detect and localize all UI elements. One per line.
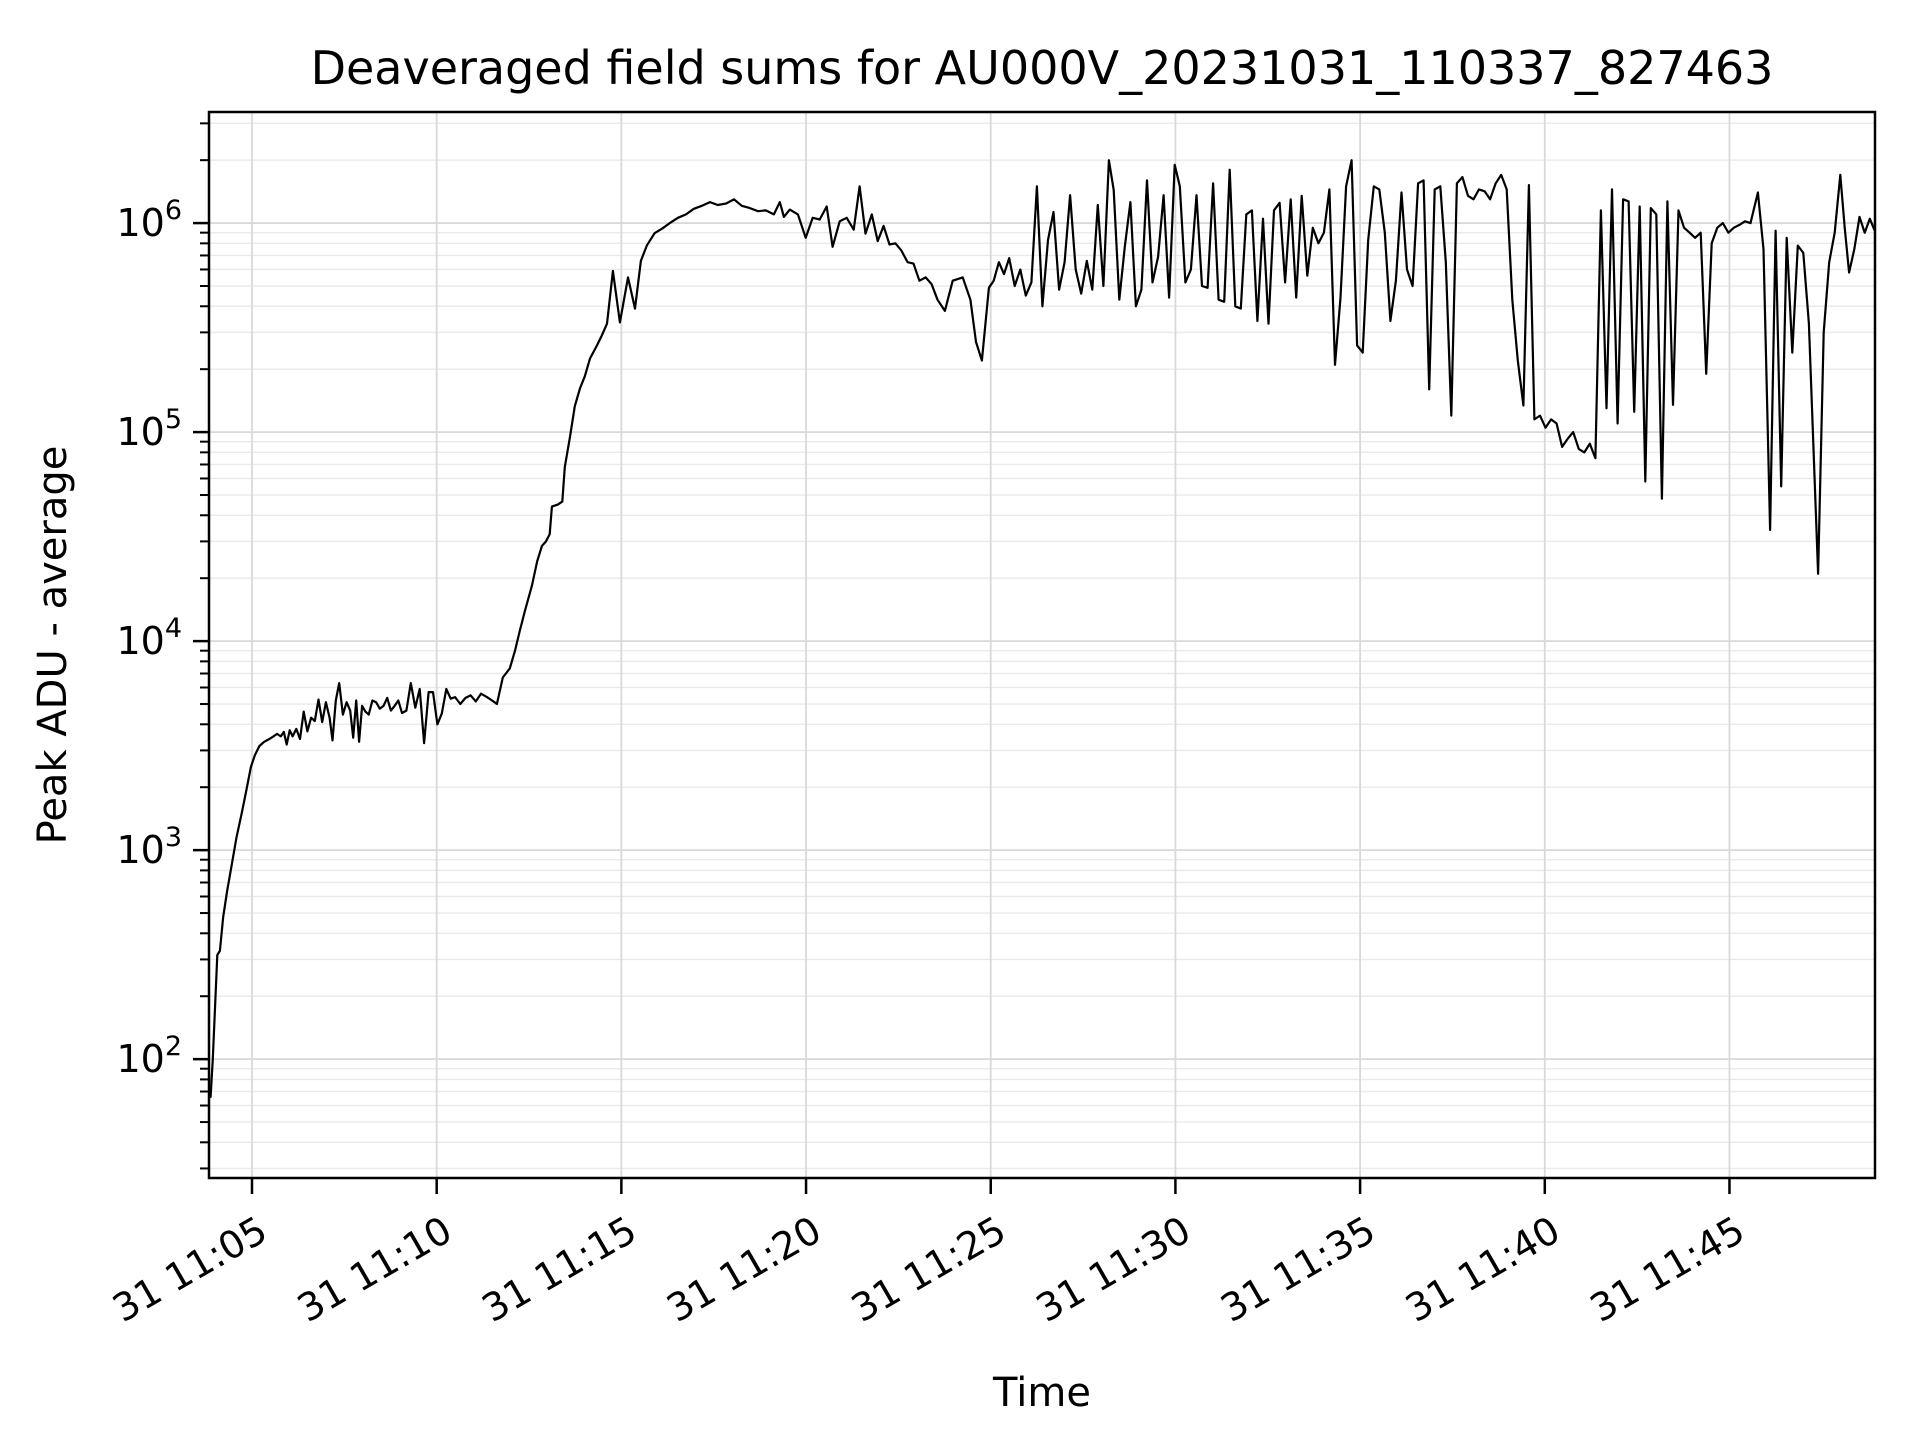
- chart-title: Deaveraged field sums for AU000V_2023103…: [311, 41, 1774, 95]
- y-tick-label: 103: [116, 822, 182, 872]
- y-tick-label: 106: [116, 195, 182, 245]
- y-tick-label: 102: [116, 1031, 182, 1081]
- y-axis-label: Peak ADU - average: [30, 446, 76, 845]
- y-tick-label: 104: [116, 613, 182, 663]
- series-line: [209, 159, 1875, 1098]
- plot-border: [207, 110, 1877, 1180]
- axes-spines: [207, 110, 1877, 1180]
- data-series-layer: [209, 159, 1875, 1098]
- x-axis-label: Time: [992, 1370, 1091, 1416]
- y-tick-label: 105: [116, 404, 182, 454]
- grid-lines: [209, 112, 1875, 1178]
- y-axis-ticks: 102 103 104 105 106: [116, 122, 209, 1170]
